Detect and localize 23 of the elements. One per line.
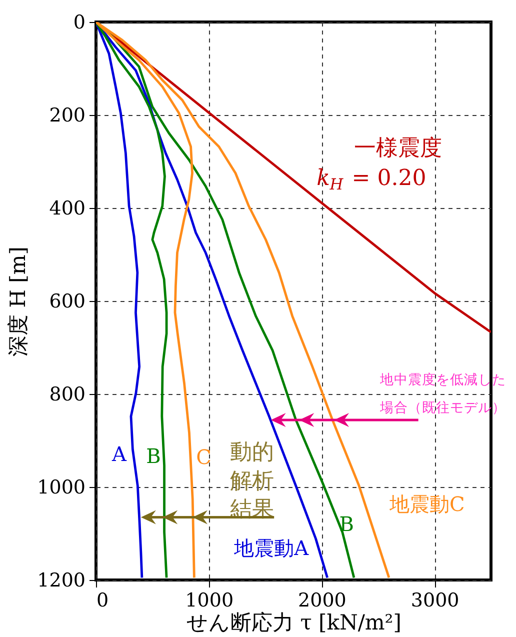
y-tick-label: 1000 <box>37 476 86 498</box>
annotation: 動的 <box>230 440 274 466</box>
annotation: A <box>111 442 128 466</box>
annotation: 一様震度 <box>354 136 442 162</box>
annotation: 解析 <box>230 468 274 494</box>
y-tick-label: 1200 <box>37 570 86 592</box>
x-tick-label: 1000 <box>185 590 234 612</box>
x-tick-label: 0 <box>96 590 109 612</box>
x-tick-label: 3000 <box>410 590 460 612</box>
annotation: C <box>196 445 212 470</box>
y-tick-label: 0 <box>73 12 86 34</box>
annotation: 地震動A <box>233 536 310 560</box>
y-axis-title: 深度 H [m] <box>6 246 30 356</box>
y-tick-label: 600 <box>49 290 86 312</box>
annotation: B <box>339 512 354 536</box>
y-tick-label: 200 <box>49 104 86 126</box>
y-tick-label: 800 <box>49 384 86 406</box>
annotation: 地中震度を低減した <box>379 372 506 388</box>
annotation: 地震動C <box>388 492 465 516</box>
y-tick-label: 400 <box>49 198 86 220</box>
x-tick-label: 2000 <box>298 590 346 612</box>
annotation: B <box>146 444 161 468</box>
x-axis-title: せん断応力 τ [kN/m²] <box>186 610 402 634</box>
